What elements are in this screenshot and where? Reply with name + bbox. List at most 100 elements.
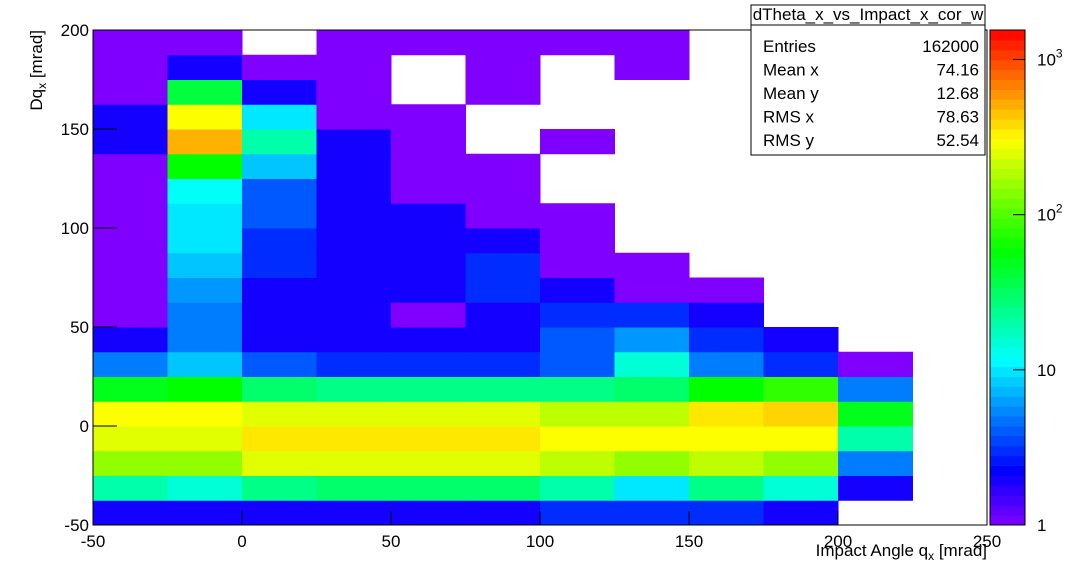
heat-cell [465,376,541,402]
heat-cell [316,79,392,105]
heat-cell [242,252,317,278]
heat-cell [316,129,392,155]
heat-cell [242,228,317,254]
heat-cell [242,401,317,427]
heat-cell [391,500,466,526]
colorbar-step [990,475,1025,486]
heat-cell [242,327,317,353]
heat-cell [316,327,392,353]
heat-cell [540,277,615,303]
heat-cell [614,475,690,501]
heat-cell [93,426,168,452]
heat-cell [93,228,168,254]
heat-cell [93,54,168,80]
heat-cell [391,277,466,303]
heat-cell [763,401,839,427]
heat-cell [316,153,392,179]
colorbar-step [990,495,1025,506]
heat-cell [242,203,317,229]
heat-cell [242,302,317,328]
colorbar-step [990,69,1025,80]
heat-cell [838,426,913,452]
x-axis-label-sub: x [928,549,934,563]
heat-cell [540,129,615,155]
colorbar-step [990,485,1025,496]
colorbar-step [990,435,1025,447]
heat-cell [167,228,243,254]
heat-cell [93,500,168,526]
colorbar-step [990,79,1025,90]
heat-cell [316,426,392,452]
heat-cell [763,327,839,353]
heat-cell [391,351,466,377]
heat-cell [540,30,615,56]
colorbar-tick-label: 103 [1037,47,1063,70]
heat-cell [316,376,392,402]
y-tick-label: 100 [61,219,89,238]
colorbar-step [990,30,1025,41]
heat-cell [93,129,168,155]
heat-cell [93,252,168,278]
heat-cell [93,327,168,353]
heat-cell [465,178,541,204]
heat-cell [167,277,243,303]
colorbar-step [990,49,1025,61]
colorbar-step [990,99,1025,110]
colorbar-step [990,228,1025,239]
x-axis-label: Impact Angle qx [mrad] [816,541,987,563]
heat-cell [242,351,317,377]
colorbar-step [990,148,1025,160]
heat-cell [540,327,615,353]
heat-cell [167,129,243,155]
heat-cell [540,500,615,526]
heat-cell [614,351,690,377]
colorbar-step [990,247,1025,259]
heat-cell [93,450,168,476]
colorbar-step [990,445,1025,457]
heat-cell [465,252,541,278]
heat-cell [391,450,466,476]
stats-label: RMS y [763,131,815,150]
heat-cell [465,500,541,526]
heat-cell [391,252,466,278]
heat-cell [167,351,243,377]
heat-cell [689,450,764,476]
heat-cell [316,203,392,229]
heat-cell [316,54,392,80]
heat-cell [316,178,392,204]
colorbar-tick-text: 10 [1037,206,1056,225]
y-tick-label: 150 [61,120,89,139]
colorbar-step [990,386,1025,397]
x-tick-label: 200 [824,532,852,551]
colorbar-step [990,257,1025,269]
heat-cell [167,79,243,105]
heat-cell [391,178,466,204]
heat-cell [167,252,243,278]
heat-cell [689,302,764,328]
heat-cell [540,401,615,427]
heat-cell [465,277,541,303]
heat-cell [242,475,317,501]
colorbar-step [990,109,1025,120]
y-tick-label: 200 [61,21,89,40]
heat-cell [763,426,839,452]
heat-cell [540,450,615,476]
heat-cell [465,203,541,229]
y-axis-label-text: Dq [27,89,46,111]
heat-cell [614,376,690,402]
heat-cell [465,475,541,501]
heat-cell [391,376,466,402]
y-axis-label: Dqx [mrad] [27,30,49,111]
heat-cell [316,475,392,501]
heat-cell [391,302,466,328]
heat-cell [614,426,690,452]
heat-cell [689,327,764,353]
colorbar-step [990,327,1025,338]
colorbar-step [990,465,1025,476]
colorbar-step [990,237,1025,249]
colorbar-step [990,188,1025,199]
heat-cell [93,277,168,303]
heat-cell [167,104,243,130]
heat-cell [763,475,839,501]
